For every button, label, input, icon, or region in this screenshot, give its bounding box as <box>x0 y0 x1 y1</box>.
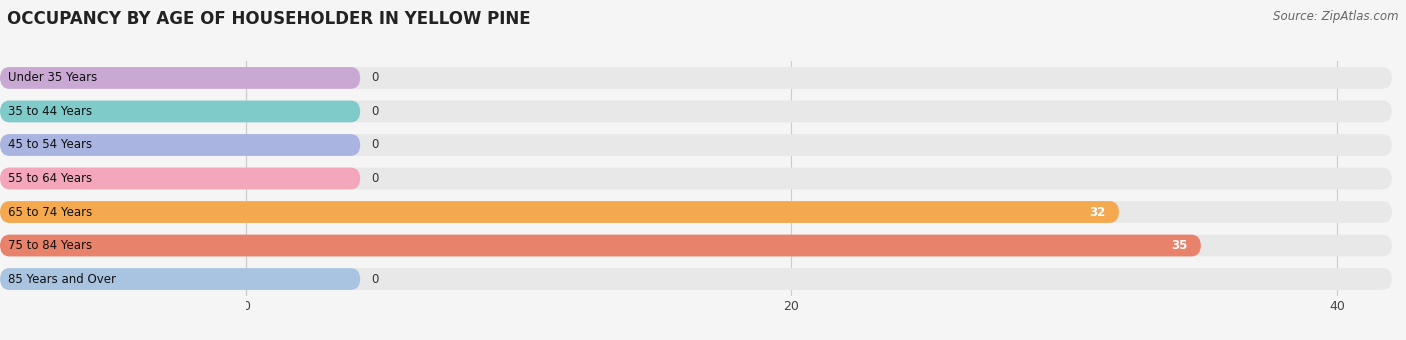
FancyBboxPatch shape <box>0 268 1392 290</box>
FancyBboxPatch shape <box>0 235 1201 256</box>
FancyBboxPatch shape <box>0 67 1392 89</box>
Text: 0: 0 <box>371 71 378 84</box>
FancyBboxPatch shape <box>0 201 1119 223</box>
Text: 0: 0 <box>371 172 378 185</box>
Text: 65 to 74 Years: 65 to 74 Years <box>8 205 93 219</box>
FancyBboxPatch shape <box>0 168 360 189</box>
Text: 32: 32 <box>1090 205 1105 219</box>
FancyBboxPatch shape <box>0 201 1392 223</box>
FancyBboxPatch shape <box>0 235 1392 256</box>
Text: 35 to 44 Years: 35 to 44 Years <box>8 105 93 118</box>
Text: 55 to 64 Years: 55 to 64 Years <box>8 172 93 185</box>
Text: Under 35 Years: Under 35 Years <box>8 71 97 84</box>
Bar <box>0 296 246 331</box>
Text: OCCUPANCY BY AGE OF HOUSEHOLDER IN YELLOW PINE: OCCUPANCY BY AGE OF HOUSEHOLDER IN YELLO… <box>7 10 530 28</box>
FancyBboxPatch shape <box>0 168 1392 189</box>
FancyBboxPatch shape <box>0 101 1392 122</box>
FancyBboxPatch shape <box>0 134 360 156</box>
Text: 0: 0 <box>371 105 378 118</box>
Text: 85 Years and Over: 85 Years and Over <box>8 273 117 286</box>
FancyBboxPatch shape <box>0 134 1392 156</box>
Text: 0: 0 <box>371 273 378 286</box>
Text: Source: ZipAtlas.com: Source: ZipAtlas.com <box>1274 10 1399 23</box>
Text: 75 to 84 Years: 75 to 84 Years <box>8 239 93 252</box>
FancyBboxPatch shape <box>0 67 360 89</box>
Text: 0: 0 <box>371 138 378 152</box>
FancyBboxPatch shape <box>0 268 360 290</box>
Text: 45 to 54 Years: 45 to 54 Years <box>8 138 93 152</box>
FancyBboxPatch shape <box>0 101 360 122</box>
Text: 35: 35 <box>1171 239 1187 252</box>
